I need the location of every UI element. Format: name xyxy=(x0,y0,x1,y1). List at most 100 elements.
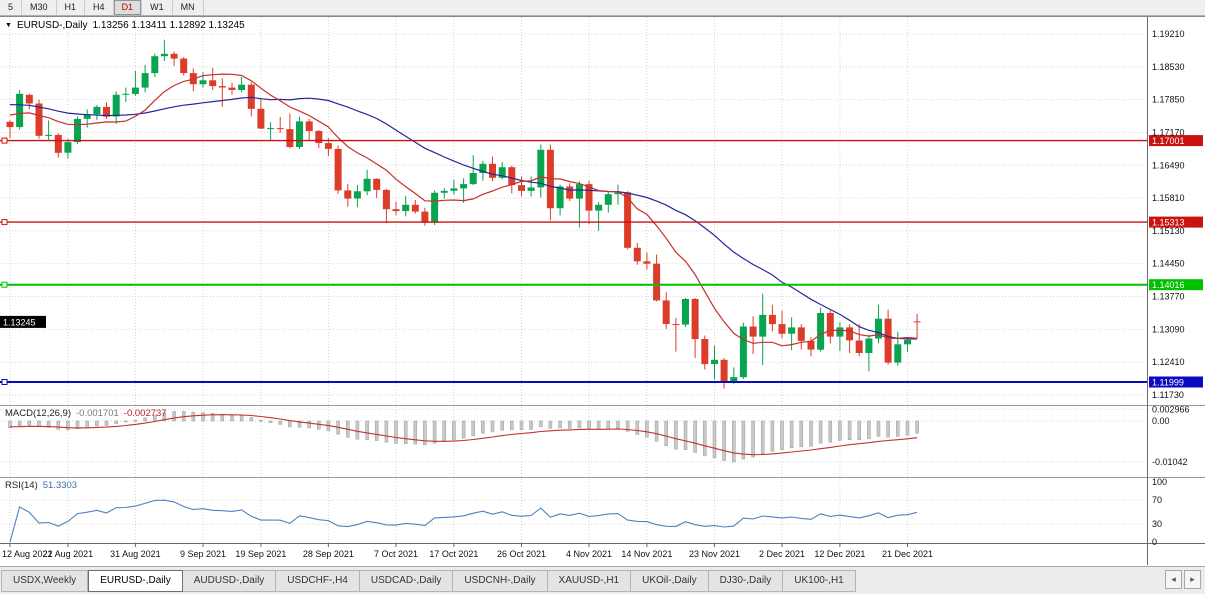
macd-histogram-bar xyxy=(471,420,475,437)
hline-anchor[interactable] xyxy=(1,281,8,288)
macd-histogram-bar xyxy=(442,420,447,442)
hline-price-tag-text: 1.11999 xyxy=(1152,378,1184,388)
macd-histogram-bar xyxy=(818,420,823,444)
macd-histogram-bar xyxy=(37,420,41,427)
timeframe-h4[interactable]: H4 xyxy=(85,0,114,15)
chart-tab-usdcnh-daily[interactable]: USDCNH-,Daily xyxy=(453,570,548,592)
timeframe-h1[interactable]: H1 xyxy=(57,0,86,15)
price-tick-label: 1.15810 xyxy=(1152,193,1185,203)
candle-body xyxy=(884,318,892,363)
time-axis[interactable] xyxy=(0,544,1147,565)
candle-body xyxy=(54,134,62,153)
macd-histogram-bar xyxy=(567,420,572,429)
chart-tab-xauusd-h1[interactable]: XAUUSD-,H1 xyxy=(547,570,632,592)
chart-title: ▼ EURUSD-,Daily 1.13256 1.13411 1.12892 … xyxy=(5,20,245,31)
candle-body xyxy=(479,163,487,173)
timeframe-d1[interactable]: D1 xyxy=(113,0,143,15)
rsi-label: RSI(14) 51.3303 xyxy=(5,480,77,491)
timeframe-mn[interactable]: MN xyxy=(173,0,204,15)
macd-histogram-bar xyxy=(162,412,167,422)
candle-body xyxy=(865,338,873,353)
chart-tab-usdchf-h4[interactable]: USDCHF-,H4 xyxy=(276,570,360,592)
chart-dropdown-icon[interactable]: ▼ xyxy=(5,21,12,29)
date-label: 31 Aug 2021 xyxy=(110,549,161,559)
candle-body xyxy=(25,94,33,104)
macd-histogram-bar xyxy=(596,420,601,430)
chart-tab-usdcad-daily[interactable]: USDCAD-,Daily xyxy=(359,570,454,592)
macd-histogram-bar xyxy=(500,420,504,431)
macd-histogram-bar xyxy=(384,420,389,443)
chart-tab-eurusd-daily[interactable]: EURUSD-,Daily xyxy=(88,570,183,592)
price-tick-label: 1.19210 xyxy=(1152,29,1185,39)
macd-histogram-bar xyxy=(230,414,234,422)
macd-histogram-bar xyxy=(770,420,775,452)
candle-body xyxy=(238,84,246,90)
candle-body xyxy=(170,53,178,59)
date-label: 4 Nov 2021 xyxy=(566,549,612,559)
chart-tab-audusd-daily[interactable]: AUDUSD-,Daily xyxy=(182,570,277,592)
macd-histogram-bar xyxy=(124,420,128,423)
macd-histogram-bar xyxy=(365,420,369,440)
macd-histogram-bar xyxy=(461,420,466,439)
date-label: 17 Oct 2021 xyxy=(429,549,478,559)
tab-scroll-left-button[interactable]: ◂ xyxy=(1165,570,1182,589)
candle-body xyxy=(633,247,641,262)
hline-anchor[interactable] xyxy=(1,137,8,144)
current-price-tag-text: 1.13245 xyxy=(3,317,36,327)
chart-tab-usdx-weekly[interactable]: USDX,Weekly xyxy=(1,570,89,592)
candle-body xyxy=(460,184,468,189)
macd-histogram-bar xyxy=(172,411,176,422)
candle-body xyxy=(6,121,14,128)
macd-histogram-bar xyxy=(529,420,533,430)
macd-histogram-bar xyxy=(423,420,427,446)
macd-histogram-bar xyxy=(17,420,22,427)
price-tick-label: 1.13090 xyxy=(1152,324,1185,334)
macd-histogram-bar xyxy=(278,420,282,425)
candle-body xyxy=(469,173,477,185)
candle-body xyxy=(759,314,767,337)
tab-scroll-right-button[interactable]: ▸ xyxy=(1184,570,1201,589)
timeframe-w1[interactable]: W1 xyxy=(142,0,173,15)
macd-histogram-bar xyxy=(307,420,311,429)
price-tick-label: 1.16490 xyxy=(1152,160,1185,170)
chart-tab-ukoil-daily[interactable]: UKOil-,Daily xyxy=(631,570,709,592)
macd-histogram-bar xyxy=(403,420,408,444)
macd-histogram-bar xyxy=(847,420,852,440)
candle-body xyxy=(324,143,332,149)
macd-histogram-bar xyxy=(394,420,398,444)
candle-body xyxy=(518,185,525,191)
candle-body xyxy=(537,149,545,188)
macd-histogram-bar xyxy=(8,420,12,428)
macd-histogram-bar xyxy=(114,420,118,424)
price-tick-label: 1.17850 xyxy=(1152,95,1185,105)
macd-tick-label: 0.002966 xyxy=(1152,404,1190,414)
chart-tab-dj30-daily[interactable]: DJ30-,Daily xyxy=(708,570,784,592)
macd-histogram-bar xyxy=(616,420,620,429)
candle-body xyxy=(643,261,651,264)
price-axis[interactable] xyxy=(1148,17,1205,543)
candle-body xyxy=(421,211,429,223)
macd-histogram-bar xyxy=(239,415,244,422)
candle-body xyxy=(64,142,72,153)
hline-anchor[interactable] xyxy=(1,379,8,385)
macd-histogram-bar xyxy=(481,420,485,434)
candle-body xyxy=(373,178,381,190)
chart-tab-bar: USDX,Weekly EURUSD-,Daily AUDUSD-,Daily USD… xyxy=(0,566,1205,594)
macd-histogram-bar xyxy=(519,420,524,431)
current-price-tag xyxy=(0,315,46,328)
timeframe-m30[interactable]: M30 xyxy=(22,0,57,15)
macd-histogram-bar xyxy=(838,420,842,441)
price-tick-label: 1.18530 xyxy=(1152,62,1185,72)
rsi-name: RSI(14) xyxy=(5,480,38,491)
chart-tab-uk100-h1[interactable]: UK100-,H1 xyxy=(783,570,856,592)
macd-histogram-bar xyxy=(288,420,292,428)
chart-symbol-period: EURUSD-,Daily xyxy=(16,20,88,31)
chart-bg xyxy=(0,16,1205,566)
candle-body xyxy=(305,121,313,132)
date-label: 23 Nov 2021 xyxy=(689,549,740,559)
timeframe-5[interactable]: 5 xyxy=(0,0,23,15)
macd-histogram-bar xyxy=(56,420,61,430)
macd-histogram-bar xyxy=(27,420,32,426)
hline-anchor[interactable] xyxy=(1,219,8,226)
